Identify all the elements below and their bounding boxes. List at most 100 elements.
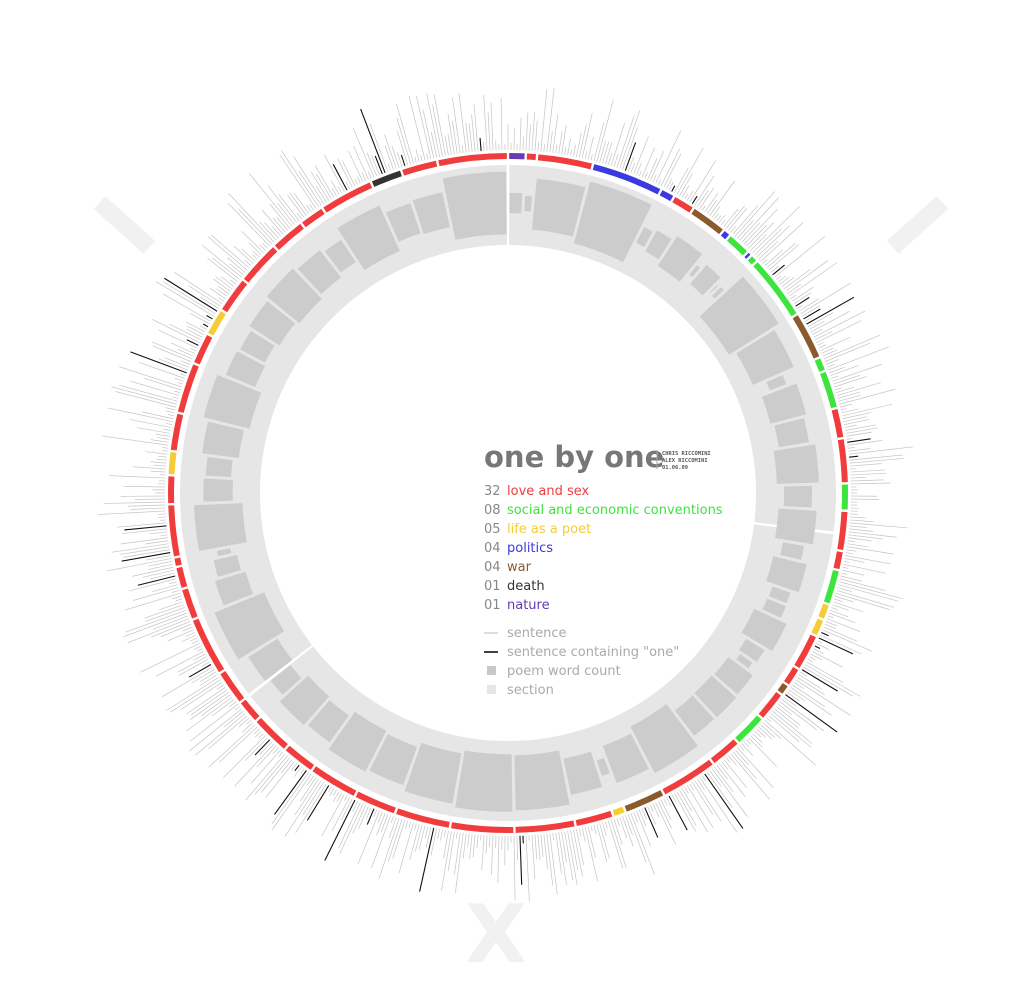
sentence-spike	[825, 621, 838, 627]
sentence-spike	[516, 835, 518, 861]
sentence-spike	[673, 792, 696, 832]
sentence-spike	[262, 242, 268, 249]
sentence-spike	[267, 185, 298, 223]
sentence-one-spike	[274, 770, 307, 815]
poem-block	[783, 485, 812, 508]
sentence-spike	[333, 789, 337, 796]
sentence-spike	[748, 222, 774, 249]
sentence-spike	[730, 226, 736, 233]
theme-segment	[592, 164, 661, 195]
theme-segment	[240, 699, 260, 721]
sentence-spike	[602, 822, 607, 836]
section-numeral-bottom: X	[465, 888, 527, 981]
sentence-spike	[418, 825, 426, 850]
sentence-spike	[344, 795, 348, 801]
sentence-spike	[822, 349, 838, 357]
sentence-spike	[160, 534, 168, 536]
sentence-spike	[701, 205, 706, 211]
sentence-spike	[641, 147, 655, 178]
sentence-spike	[774, 236, 826, 278]
sentence-spike	[117, 522, 167, 528]
sentence-spike	[337, 186, 343, 194]
sentence-spike	[497, 835, 500, 883]
sentence-spike	[490, 835, 494, 875]
theme-segment	[575, 810, 613, 826]
sentence-spike	[792, 286, 814, 302]
sentence-spike	[272, 217, 286, 233]
sentence-spike	[814, 331, 833, 341]
section-numeral-right: I	[865, 178, 967, 275]
sentence-spike	[846, 431, 872, 437]
sentence-spike	[619, 817, 628, 839]
sentence-spike	[456, 832, 458, 839]
sentence-spike	[823, 626, 857, 642]
theme-label: love and sex	[507, 484, 590, 499]
poem-block	[674, 695, 715, 736]
sentence-spike	[660, 148, 681, 187]
sentence-spike	[801, 305, 820, 317]
sentence-spike	[125, 592, 181, 611]
sentence-spike	[422, 109, 435, 159]
sentence-spike	[102, 435, 169, 446]
sentence-spike	[730, 753, 770, 800]
sentence-spike	[607, 152, 613, 166]
sentence-spike	[458, 93, 467, 153]
sentence-spike	[783, 696, 797, 707]
sentence-spike	[201, 694, 231, 716]
sentence-spike	[797, 305, 803, 310]
sentence-spike	[245, 753, 286, 801]
theme-segment	[672, 196, 693, 213]
sentence-spike	[454, 832, 461, 875]
theme-segment	[256, 717, 288, 749]
sentence-spike	[525, 112, 529, 151]
sentence-spike	[193, 645, 202, 651]
sentence-one-spike	[374, 155, 383, 175]
sentence-spike	[842, 569, 865, 576]
sentence-one-spike	[294, 764, 300, 772]
theme-segment	[220, 671, 245, 702]
theme-segment	[735, 715, 762, 743]
sentence-spike	[546, 88, 555, 153]
theme-segment	[758, 692, 782, 718]
theme-label: war	[507, 560, 532, 575]
poem-block	[780, 542, 805, 560]
sentence-one-spike	[186, 339, 199, 346]
sentence-spike	[199, 674, 218, 686]
sentence-spike	[146, 555, 171, 561]
poem-block	[657, 236, 703, 282]
sentence-spike	[760, 724, 775, 738]
poem-block	[266, 268, 322, 324]
sentence-spike	[613, 154, 619, 167]
theme-segment	[438, 153, 507, 167]
sentence-spike	[721, 761, 729, 770]
sentence-spike	[694, 175, 715, 206]
sentence-spike	[241, 231, 264, 253]
sentence-spike	[388, 817, 397, 839]
sentence-spike	[561, 831, 567, 863]
poem-block	[596, 757, 610, 776]
theme-segment	[837, 511, 848, 550]
sentence-spike	[180, 682, 223, 710]
poem-block	[766, 556, 807, 593]
sentence-spike	[846, 549, 857, 552]
sentence-spike	[120, 537, 168, 545]
sentence-spike	[800, 671, 808, 677]
poem-block	[205, 457, 233, 477]
sentence-spike	[652, 803, 660, 817]
theme-segment	[792, 315, 820, 359]
credit-date: 01.06.09	[662, 465, 688, 471]
sentence-spike	[850, 479, 884, 482]
sentence-one-spike	[624, 142, 637, 171]
sentence-spike	[522, 136, 524, 151]
sentence-spike	[129, 380, 180, 396]
sentence-spike	[830, 609, 849, 618]
poem-block	[775, 508, 817, 545]
sentence-spike	[750, 234, 767, 251]
sentence-spike	[234, 706, 240, 711]
sentence-spike	[177, 382, 183, 385]
sentence-spike	[652, 174, 657, 183]
theme-count: 01	[484, 579, 501, 594]
sentence-spike	[848, 447, 855, 449]
sentence-spike	[315, 186, 327, 203]
sentence-spike	[830, 365, 859, 377]
